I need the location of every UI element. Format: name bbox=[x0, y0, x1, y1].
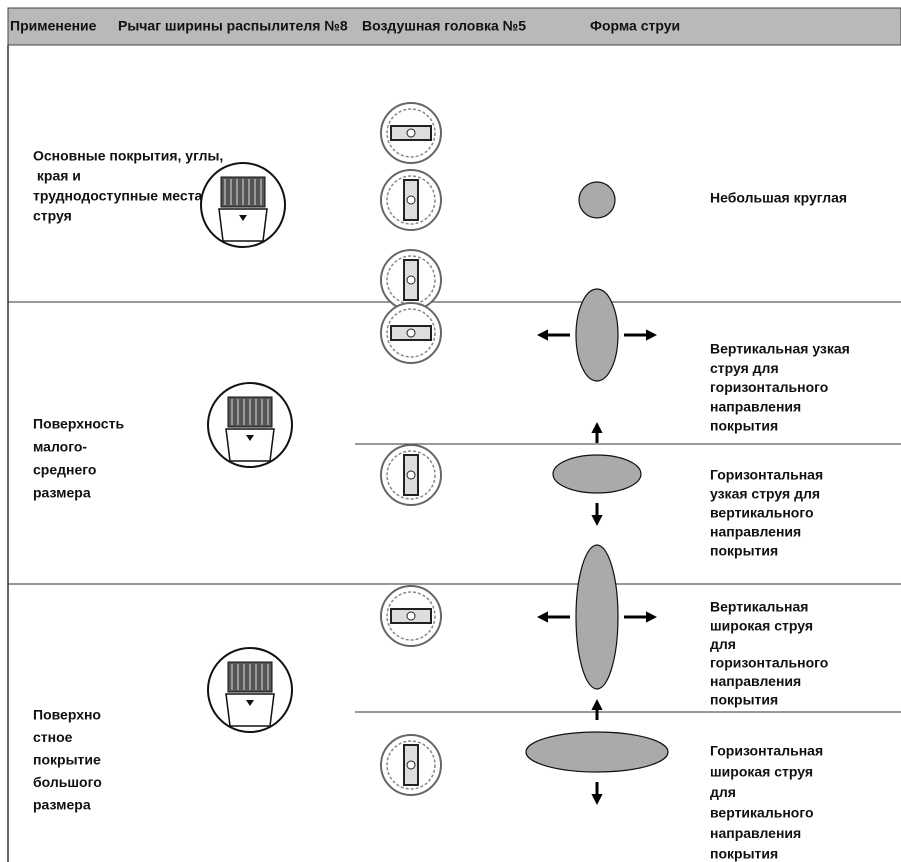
text-line: струя для bbox=[710, 360, 779, 376]
air-cap-icon bbox=[386, 308, 436, 358]
text-line: для bbox=[710, 636, 736, 652]
air-cap-icon bbox=[406, 470, 416, 480]
text-line: покрытия bbox=[710, 692, 778, 708]
header-cell: Форма струи bbox=[590, 18, 680, 34]
text-line: горизонтального bbox=[710, 379, 828, 395]
text-line: широкая струя bbox=[710, 763, 813, 779]
air-cap-icon bbox=[386, 108, 436, 158]
text-line: покрытия bbox=[710, 846, 778, 862]
text-line: покрытия bbox=[710, 543, 778, 559]
text-line: Вертикальная узкая bbox=[710, 341, 850, 357]
air-cap-icon bbox=[386, 591, 436, 641]
text-line: покрытие bbox=[33, 752, 101, 768]
text-line: большого bbox=[33, 774, 102, 790]
lever-icon bbox=[218, 208, 268, 242]
arrow bbox=[591, 794, 603, 805]
text-line: направления bbox=[710, 825, 801, 841]
text-line: Вертикальная bbox=[710, 599, 808, 615]
text-line: покрытия bbox=[710, 418, 778, 434]
air-cap-icon bbox=[406, 328, 416, 338]
arrow bbox=[646, 329, 657, 341]
air-cap-icon bbox=[406, 195, 416, 205]
text-line: Горизонтальная bbox=[710, 743, 823, 759]
text-line: труднодоступные места bbox=[33, 188, 203, 204]
lever-icon bbox=[225, 428, 275, 462]
text-line: Поверхно bbox=[33, 707, 101, 723]
arrow bbox=[537, 329, 548, 341]
text-line: Основные покрытия, углы, bbox=[33, 148, 223, 164]
air-cap-icon bbox=[386, 450, 436, 500]
text-line: стное bbox=[33, 729, 73, 745]
air-cap-icon bbox=[406, 128, 416, 138]
text-line: направления bbox=[710, 398, 801, 414]
text-line: среднего bbox=[33, 462, 96, 478]
text-line: для bbox=[710, 784, 736, 800]
air-cap-icon bbox=[406, 611, 416, 621]
text-line: широкая струя bbox=[710, 617, 813, 633]
text-line: вертикального bbox=[710, 805, 814, 821]
arrow bbox=[591, 422, 603, 433]
spray-pattern bbox=[525, 731, 669, 773]
spray-pattern bbox=[578, 181, 616, 219]
spray-pattern bbox=[575, 288, 619, 382]
header-bar bbox=[7, 7, 901, 46]
lever-icon bbox=[239, 215, 247, 221]
arrow bbox=[591, 699, 603, 710]
text-line: размера bbox=[33, 797, 91, 813]
text-line: горизонтального bbox=[710, 655, 828, 671]
text-line: Поверхность bbox=[33, 416, 124, 432]
header-cell: Применение bbox=[10, 18, 97, 34]
text-line: узкая струя для bbox=[710, 486, 820, 502]
arrow bbox=[646, 611, 657, 623]
text-line: края и bbox=[33, 168, 81, 184]
text-line: направления bbox=[710, 673, 801, 689]
arrow bbox=[537, 611, 548, 623]
lever-icon bbox=[246, 700, 254, 706]
arrow bbox=[591, 515, 603, 526]
text-line: струя bbox=[33, 208, 72, 224]
header-cell: Воздушная головка №5 bbox=[362, 18, 526, 34]
text-line: вертикального bbox=[710, 505, 814, 521]
lever-icon bbox=[246, 435, 254, 441]
text-line: размера bbox=[33, 485, 91, 501]
air-cap-icon bbox=[406, 760, 416, 770]
lever-icon bbox=[225, 693, 275, 727]
text-line: Горизонтальная bbox=[710, 467, 823, 483]
spray-pattern bbox=[575, 544, 619, 690]
air-cap-icon bbox=[386, 175, 436, 225]
text-line: направления bbox=[710, 524, 801, 540]
spray-pattern bbox=[552, 454, 642, 494]
header-cell: Рычаг ширины распылителя №8 bbox=[118, 18, 348, 34]
air-cap-icon bbox=[386, 740, 436, 790]
air-cap-icon bbox=[406, 275, 416, 285]
text-line: малого- bbox=[33, 439, 87, 455]
text-line: Небольшая круглая bbox=[710, 190, 847, 206]
